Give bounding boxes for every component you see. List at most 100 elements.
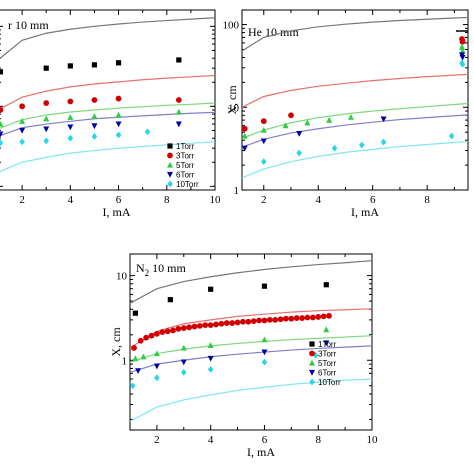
data-point-10Torr (115, 131, 122, 139)
data-point-6Torr (261, 349, 268, 356)
data-point-3Torr (186, 324, 193, 331)
x-tick-label: 8 (164, 194, 170, 206)
data-point-5Torr (132, 355, 139, 362)
data-point-5Torr (67, 114, 74, 120)
data-point-3Torr (260, 118, 267, 125)
data-point-10Torr (43, 137, 50, 145)
chart-panel-3: 2 4 6 8 10 1 10 I, mA X, cm N2 10 mm 1Torr3Torr5To… (109, 253, 379, 459)
data-point-3Torr (283, 315, 289, 322)
data-point-1Torr (91, 62, 98, 68)
data-point-3Torr (245, 318, 252, 325)
data-point-6Torr (19, 127, 26, 134)
data-point-10Torr (67, 134, 74, 142)
data-point-3Torr (175, 97, 182, 103)
fit-line-5Torr (242, 102, 468, 140)
data-point-1Torr (261, 283, 268, 289)
data-point-6Torr (380, 116, 387, 123)
legend-label: 1Torr (176, 142, 195, 151)
data-point-6Torr (67, 124, 74, 131)
x-tick-label: 10 (367, 434, 379, 446)
plot-frame (241, 9, 469, 191)
data-point-3Torr (202, 322, 209, 329)
data-point-5Torr (459, 47, 466, 54)
data-point-6Torr (43, 126, 50, 133)
data-point-3Torr (309, 314, 316, 321)
data-point-10Torr (207, 365, 214, 373)
data-point-6Torr (323, 340, 330, 347)
data-point-5Torr (0, 120, 4, 127)
x-axis-label: I, mA (103, 205, 131, 219)
data-point-1Torr (0, 69, 4, 75)
legend-marker-6Torr (459, 52, 465, 59)
fit-line-10Torr (242, 140, 468, 179)
data-point-10Torr (359, 141, 365, 149)
fit-line-3Torr (130, 308, 372, 349)
y-tick-label: 1 (234, 185, 240, 197)
data-point-3Torr (170, 327, 176, 334)
legend-marker-6Torr (167, 171, 173, 178)
data-point-10Torr (154, 374, 160, 382)
x-tick-label: 6 (370, 194, 376, 206)
legend-marker-5Torr (459, 43, 465, 50)
y-tick-label: 100 (223, 20, 240, 32)
legend-marker-3Torr (459, 36, 465, 42)
data-point-3Torr (207, 322, 214, 329)
data-point-10Torr (144, 128, 151, 136)
fit-line-3Torr (0, 74, 215, 110)
data-point-10Torr (296, 149, 302, 157)
data-point-1Torr (208, 286, 214, 292)
data-point-10Torr (0, 139, 4, 147)
y-axis-label: X, cm (109, 327, 123, 357)
legend-label: 3Torr (318, 350, 337, 359)
legend-label: 10Torr (176, 180, 199, 189)
plot-area (242, 16, 468, 179)
legend-label: 10Torr (318, 378, 341, 387)
data-point-10Torr (130, 382, 136, 390)
data-point-3Torr (213, 321, 219, 328)
data-point-3Torr (153, 330, 160, 337)
data-point-3Torr (218, 320, 225, 327)
x-tick-label: 8 (315, 434, 321, 446)
data-point-10Torr (180, 368, 187, 376)
legend-marker-10Torr (167, 180, 173, 188)
legend-marker-5Torr (167, 161, 173, 168)
data-point-3Torr (288, 315, 295, 322)
chart-panel-1: 2 4 6 8 10 I, mA r 10 mm 1Torr3Torr5Torr6Torr10… (0, 9, 221, 219)
data-point-5Torr (242, 132, 248, 139)
data-point-10Torr (312, 351, 319, 359)
x-axis-label: I, mA (247, 445, 275, 459)
data-point-5Torr (19, 118, 26, 124)
data-point-3Torr (299, 315, 305, 321)
data-point-3Torr (159, 329, 166, 336)
y-tick-label: 10 (116, 271, 128, 283)
data-point-3Torr (250, 318, 257, 325)
data-point-5Torr (153, 350, 160, 357)
data-point-3Torr (315, 314, 322, 320)
data-point-5Torr (207, 342, 214, 348)
fit-line-1Torr (242, 16, 468, 52)
data-point-1Torr (176, 57, 182, 63)
legend-label: 3Torr (176, 152, 195, 161)
x-tick-label: 6 (116, 194, 122, 206)
data-point-10Torr (261, 358, 268, 366)
data-point-3Torr (143, 334, 150, 341)
data-point-6Torr (207, 355, 214, 362)
data-point-6Torr (153, 363, 160, 370)
data-point-3Torr (191, 323, 198, 330)
data-point-5Torr (261, 336, 268, 343)
data-point-5Torr (115, 111, 122, 118)
data-point-3Torr (67, 98, 74, 105)
y-tick-label: 10 (228, 102, 240, 114)
fit-line-5Torr (0, 102, 215, 129)
legend-label: 5Torr (176, 161, 195, 170)
panel-title: r 10 mm (8, 18, 49, 32)
data-point-5Torr (282, 122, 289, 129)
fit-line-6Torr (242, 114, 468, 148)
fit-line-6Torr (130, 345, 372, 373)
data-point-3Torr (293, 315, 300, 321)
plot-frame (129, 253, 373, 431)
fit-line-1Torr (130, 260, 372, 304)
fit-line-3Torr (242, 73, 468, 108)
data-point-6Torr (115, 121, 122, 128)
data-point-6Torr (175, 121, 182, 128)
